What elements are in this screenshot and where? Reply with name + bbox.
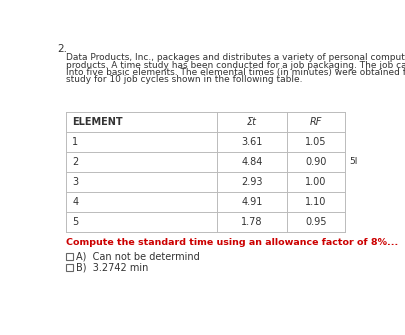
Text: 4.91: 4.91	[241, 197, 263, 207]
Text: 2.: 2.	[57, 44, 67, 54]
Text: 0.95: 0.95	[305, 217, 327, 227]
Text: 2: 2	[72, 157, 79, 167]
Text: study for 10 job cycles shown in the following table.: study for 10 job cycles shown in the fol…	[66, 75, 303, 84]
Text: Compute the standard time using an allowance factor of 8%...: Compute the standard time using an allow…	[66, 238, 399, 247]
Text: 1.78: 1.78	[241, 217, 263, 227]
Text: 5I: 5I	[349, 157, 357, 166]
Text: 0.90: 0.90	[305, 157, 327, 167]
Text: Data Products, Inc., packages and distributes a variety of personal computer-rel: Data Products, Inc., packages and distri…	[66, 53, 405, 62]
Text: 1.10: 1.10	[305, 197, 327, 207]
Bar	[66, 264, 73, 271]
Text: 5: 5	[72, 217, 79, 227]
Text: ELEMENT: ELEMENT	[72, 117, 123, 127]
Text: B)  3.2742 min: B) 3.2742 min	[76, 263, 149, 273]
Text: 3: 3	[72, 177, 79, 187]
Text: 1.00: 1.00	[305, 177, 327, 187]
Text: A)  Can not be determind: A) Can not be determind	[76, 252, 200, 262]
Text: 4.84: 4.84	[241, 157, 263, 167]
Text: 2.93: 2.93	[241, 177, 263, 187]
Bar	[66, 254, 73, 260]
Text: products. A time study has been conducted for a job packaging. The job can be br: products. A time study has been conducte…	[66, 61, 405, 70]
Text: 4: 4	[72, 197, 79, 207]
Text: 3.61: 3.61	[241, 137, 263, 147]
Text: 1: 1	[72, 137, 79, 147]
Text: Σt: Σt	[247, 117, 257, 127]
Text: RF: RF	[310, 117, 322, 127]
Text: into five basic elements. The elemental times (in minutes) were obtained from th: into five basic elements. The elemental …	[66, 68, 405, 77]
Text: 1.05: 1.05	[305, 137, 327, 147]
